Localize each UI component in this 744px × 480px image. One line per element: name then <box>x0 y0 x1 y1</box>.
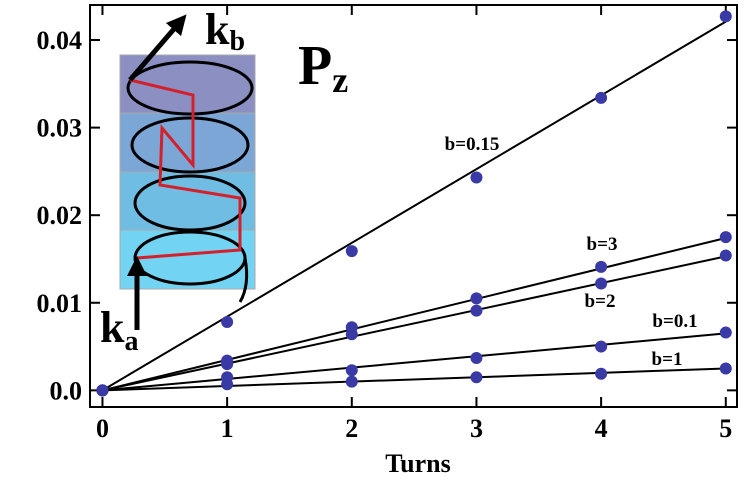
data-point <box>221 358 233 370</box>
data-point <box>595 261 607 273</box>
inset-band <box>120 230 255 289</box>
x-axis-label: Turns <box>385 449 451 478</box>
data-point <box>470 172 482 184</box>
series-label: b=1 <box>652 349 683 370</box>
data-point <box>720 327 732 339</box>
annotation: ka <box>100 303 138 357</box>
x-tick-label: 3 <box>470 414 483 443</box>
y-tick-label: 0.02 <box>37 201 83 230</box>
data-point <box>470 292 482 304</box>
data-point <box>346 364 358 376</box>
data-point <box>720 362 732 374</box>
series-label: b=0.1 <box>652 311 697 332</box>
data-point <box>720 10 732 22</box>
data-point <box>720 249 732 261</box>
data-point <box>346 245 358 257</box>
inset-diagram <box>120 22 255 330</box>
chart: kb Pz ka Turns 0 1 2 3 4 5 0.0 0.01 0.02 0.03 0.04… <box>0 0 744 480</box>
series-label: b=3 <box>587 234 618 255</box>
data-point <box>595 368 607 380</box>
y-tick-label: 0.04 <box>37 26 83 55</box>
data-point <box>346 376 358 388</box>
data-point <box>346 328 358 340</box>
data-point <box>221 378 233 390</box>
data-point <box>595 341 607 353</box>
annotation: kb <box>205 5 245 57</box>
data-point <box>595 278 607 290</box>
x-tick-label: 0 <box>96 414 109 443</box>
data-point <box>96 384 108 396</box>
annotation: Pz <box>298 35 348 100</box>
data-point <box>221 316 233 328</box>
x-tick-label: 1 <box>221 414 234 443</box>
x-tick-label: 4 <box>595 414 608 443</box>
data-point <box>595 92 607 104</box>
series-label: b=0.15 <box>445 134 500 155</box>
data-point <box>470 352 482 364</box>
inset-band <box>120 172 255 230</box>
series-label: b=2 <box>585 291 616 312</box>
y-tick-label: 0.03 <box>37 114 83 143</box>
data-point <box>470 305 482 317</box>
fit-line <box>102 333 725 390</box>
data-point <box>720 231 732 243</box>
fit-line <box>102 368 725 390</box>
x-tick-label: 5 <box>719 414 732 443</box>
x-tick-label: 2 <box>345 414 358 443</box>
data-point <box>470 371 482 383</box>
y-tick-label: 0.01 <box>37 289 83 318</box>
y-tick-label: 0.0 <box>50 376 83 405</box>
